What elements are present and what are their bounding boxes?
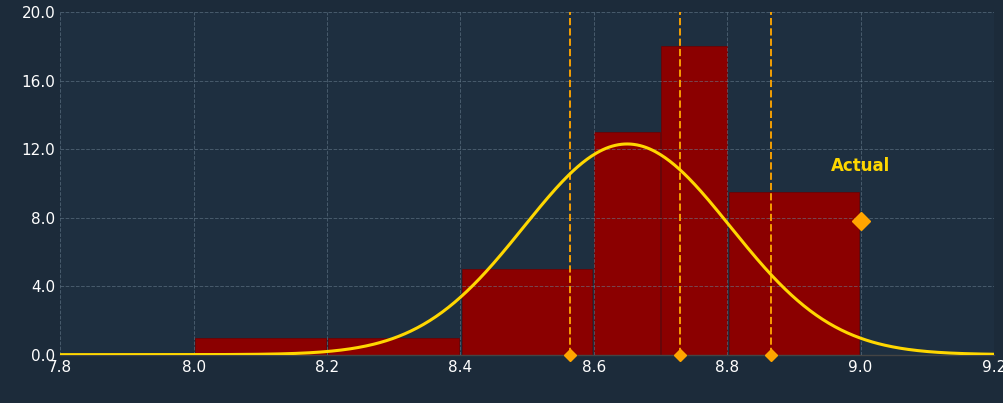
Bar (461, 269, 592, 355)
Bar (195, 338, 325, 355)
Bar (594, 132, 659, 355)
Bar (328, 338, 458, 355)
Bar (728, 192, 859, 355)
Bar (661, 46, 726, 355)
Text: Actual: Actual (830, 157, 890, 175)
